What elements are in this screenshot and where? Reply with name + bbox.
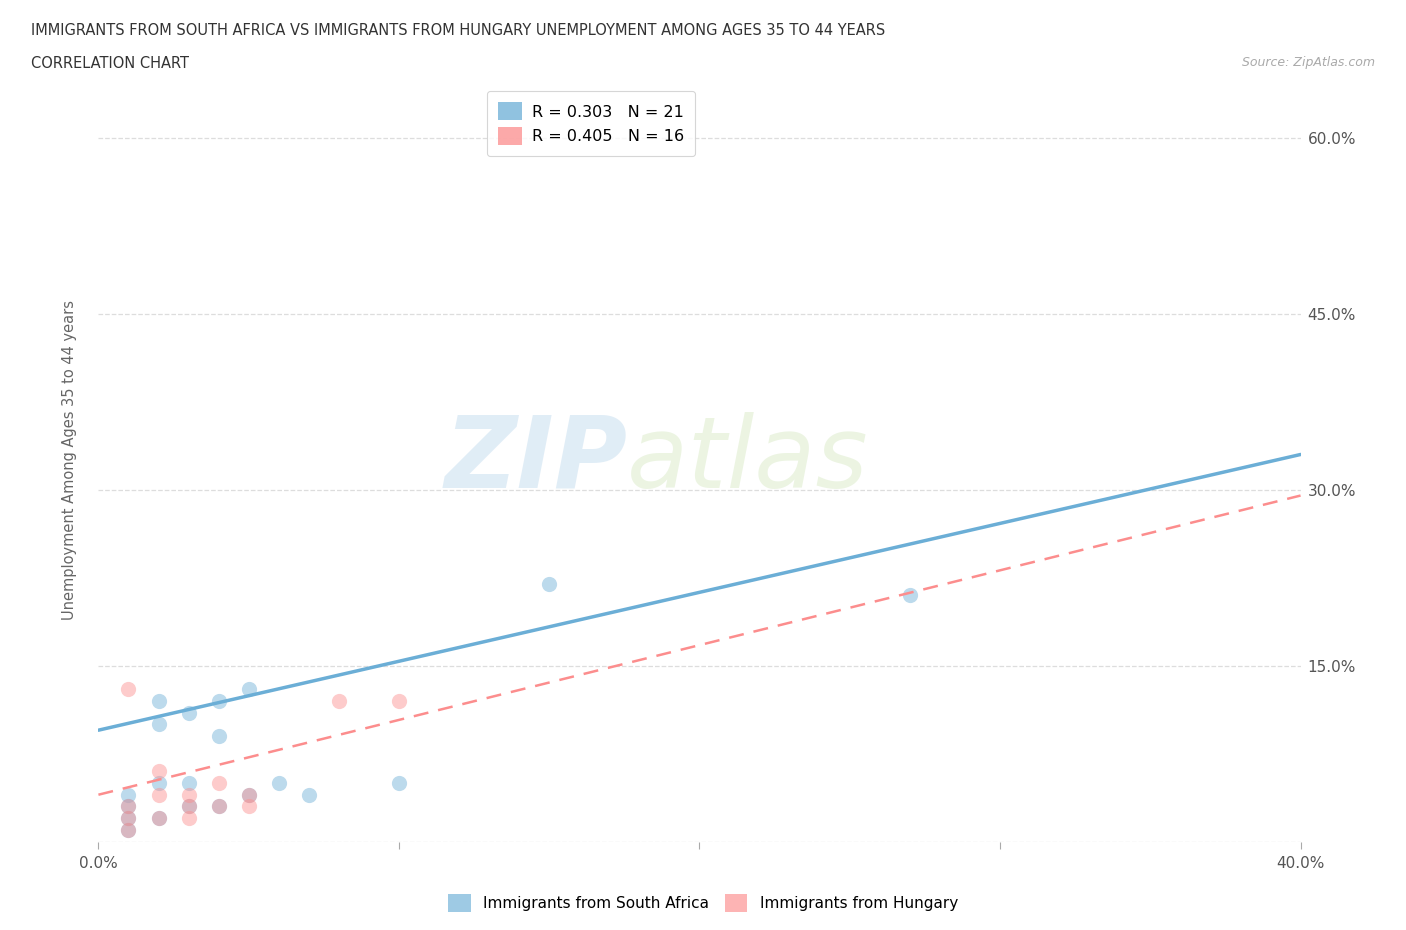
Y-axis label: Unemployment Among Ages 35 to 44 years: Unemployment Among Ages 35 to 44 years	[62, 300, 77, 620]
Point	[208, 694, 231, 709]
Point	[148, 811, 170, 826]
Point	[177, 788, 200, 803]
Point	[117, 788, 139, 803]
Point	[177, 811, 200, 826]
Point	[388, 776, 411, 790]
Point	[238, 682, 260, 697]
Point	[238, 799, 260, 814]
Point	[267, 776, 290, 790]
Point	[208, 728, 231, 743]
Point	[208, 799, 231, 814]
Point	[238, 788, 260, 803]
Text: ZIP: ZIP	[444, 412, 627, 509]
Point	[388, 694, 411, 709]
Text: CORRELATION CHART: CORRELATION CHART	[31, 56, 188, 71]
Point	[117, 799, 139, 814]
Point	[148, 694, 170, 709]
Point	[148, 811, 170, 826]
Point	[148, 717, 170, 732]
Point	[538, 576, 561, 591]
Point	[117, 682, 139, 697]
Point	[117, 822, 139, 837]
Point	[177, 705, 200, 720]
Point	[177, 776, 200, 790]
Text: IMMIGRANTS FROM SOUTH AFRICA VS IMMIGRANTS FROM HUNGARY UNEMPLOYMENT AMONG AGES : IMMIGRANTS FROM SOUTH AFRICA VS IMMIGRAN…	[31, 23, 886, 38]
Text: Source: ZipAtlas.com: Source: ZipAtlas.com	[1241, 56, 1375, 69]
Point	[208, 776, 231, 790]
Point	[177, 799, 200, 814]
Point	[148, 776, 170, 790]
Point	[298, 788, 321, 803]
Legend: Immigrants from South Africa, Immigrants from Hungary: Immigrants from South Africa, Immigrants…	[441, 888, 965, 918]
Text: atlas: atlas	[627, 412, 869, 509]
Point	[148, 764, 170, 778]
Point	[148, 788, 170, 803]
Point	[117, 822, 139, 837]
Point	[117, 811, 139, 826]
Point	[117, 811, 139, 826]
Point	[177, 799, 200, 814]
Point	[328, 694, 350, 709]
Point	[208, 799, 231, 814]
Point	[117, 799, 139, 814]
Legend: R = 0.303   N = 21, R = 0.405   N = 16: R = 0.303 N = 21, R = 0.405 N = 16	[488, 91, 696, 156]
Point	[898, 588, 921, 603]
Point	[238, 788, 260, 803]
